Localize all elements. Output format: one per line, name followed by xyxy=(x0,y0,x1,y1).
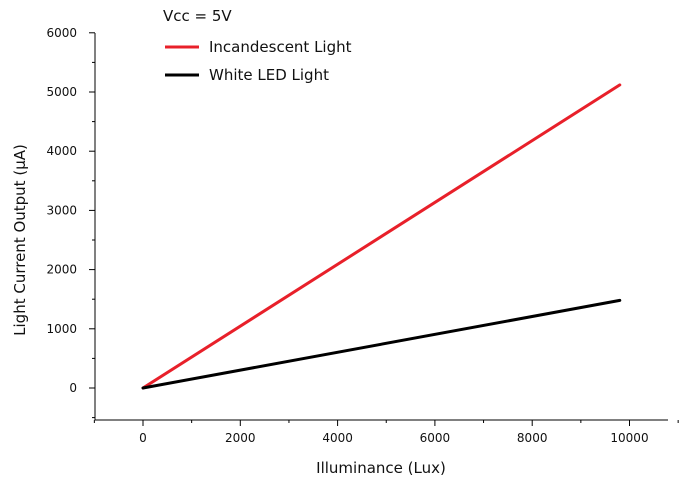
x-tick-label: 4000 xyxy=(322,431,353,445)
legend-label-white-led: White LED Light xyxy=(209,66,329,84)
x-tick-label: 6000 xyxy=(420,431,451,445)
y-tick-label: 3000 xyxy=(46,203,77,217)
y-ticks: 0 1000 2000 3000 4000 5000 6000 xyxy=(46,26,95,419)
x-tick-label: 8000 xyxy=(517,431,548,445)
y-tick-label: 0 xyxy=(69,381,77,395)
legend: Incandescent Light White LED Light xyxy=(165,38,352,84)
legend-label-incandescent: Incandescent Light xyxy=(209,38,352,56)
series-line-incandescent-light xyxy=(141,83,622,390)
x-axis-title: Illuminance (Lux) xyxy=(316,459,446,477)
x-tick-label: 0 xyxy=(139,431,147,445)
x-ticks: 0 2000 4000 6000 8000 10000 xyxy=(93,420,679,445)
y-tick-label: 5000 xyxy=(46,85,77,99)
y-tick-label: 6000 xyxy=(46,26,77,40)
annotation-vcc: Vcc = 5V xyxy=(163,7,232,25)
x-tick-label: 2000 xyxy=(225,431,256,445)
series-line-white-led-light xyxy=(141,298,622,390)
y-tick-label: 2000 xyxy=(46,263,77,277)
y-tick-label: 4000 xyxy=(46,144,77,158)
series-layer xyxy=(141,83,622,390)
x-tick-label: 10000 xyxy=(610,431,648,445)
y-tick-label: 1000 xyxy=(46,322,77,336)
plot-frame xyxy=(94,33,668,421)
y-axis-title: Light Current Output (μA) xyxy=(11,144,29,336)
